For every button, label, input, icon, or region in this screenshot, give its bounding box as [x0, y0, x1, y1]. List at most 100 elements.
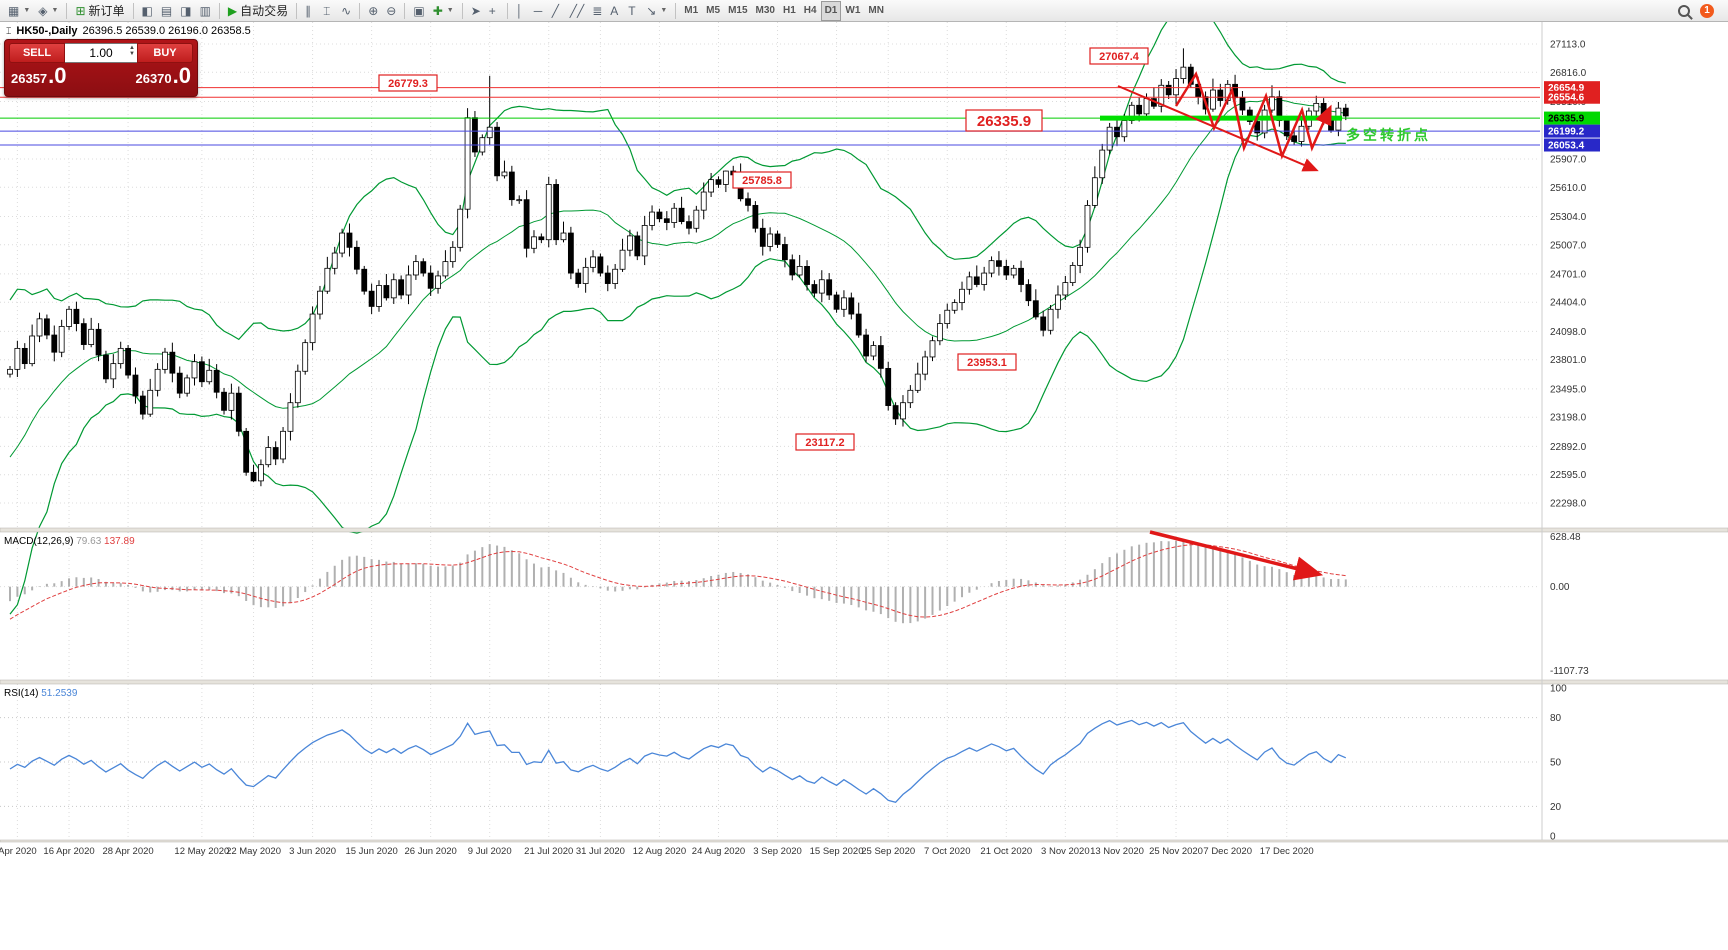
volume-spinner[interactable]: ▲ ▼ — [129, 45, 135, 57]
buy-price-big-digits: .0 — [172, 63, 191, 88]
data-window-button[interactable]: ▤ — [157, 1, 176, 21]
buy-price[interactable]: 26370.0 — [135, 63, 191, 88]
trend-line-button[interactable]: ╱ — [548, 1, 566, 21]
sell-price-main: 26357 — [11, 71, 48, 86]
price-chart[interactable]: 多空转折点 27067.4 26779.3 26335.9 25785.8 23953.1… — [0, 22, 1728, 950]
timeframe-m1-button[interactable]: M1 — [680, 1, 702, 21]
notification-badge[interactable]: 1 — [1700, 3, 1714, 18]
chart-area: 多空转折点 27067.4 26779.3 26335.9 25785.8 23953.1… — [0, 22, 1728, 950]
svg-text:25007.0: 25007.0 — [1550, 240, 1587, 251]
price-axis[interactable]: 27113.026816.026510.025907.025610.025304… — [1541, 22, 1600, 843]
line-chart-button[interactable]: ∿ — [337, 1, 355, 21]
timeframe-m1-label: M1 — [684, 5, 699, 16]
timeframe-h4-button[interactable]: H4 — [800, 1, 821, 21]
svg-text:22595.0: 22595.0 — [1550, 470, 1587, 481]
svg-text:23495.0: 23495.0 — [1550, 384, 1587, 395]
timeframe-d1-button[interactable]: D1 — [820, 0, 842, 21]
terminal-button[interactable]: ▥ — [196, 1, 215, 21]
svg-text:24701.0: 24701.0 — [1550, 269, 1587, 280]
panel-separators[interactable] — [0, 527, 1728, 843]
svg-text:7 Dec 2020: 7 Dec 2020 — [1203, 846, 1252, 857]
horizontal-line-button[interactable]: ─ — [530, 1, 548, 21]
callout-labels[interactable]: 27067.4 26779.3 26335.9 25785.8 23953.1 23117… — [378, 47, 1149, 451]
drawings-layer[interactable]: 多空转折点 — [1117, 71, 1431, 172]
fibonacci-icon: ≣ — [592, 3, 603, 18]
vertical-line-button[interactable]: │ — [512, 1, 530, 21]
sell-price[interactable]: 26357.0 — [11, 63, 67, 88]
horizontal-level-lines[interactable] — [0, 87, 1540, 146]
toolbar-right: 1 — [1678, 3, 1724, 18]
svg-text:23198.0: 23198.0 — [1550, 413, 1587, 424]
timeframe-m5-button[interactable]: M5 — [702, 1, 724, 21]
toolbar-separator — [675, 2, 677, 19]
timeframe-m30-button[interactable]: M30 — [752, 1, 779, 21]
svg-text:21 Oct 2020: 21 Oct 2020 — [980, 846, 1032, 857]
rsi-panel: RSI(14) 51.2539 — [0, 688, 1540, 807]
grid-layer — [0, 22, 1540, 840]
svg-text:22 May 2020: 22 May 2020 — [226, 846, 281, 857]
svg-text:26816.0: 26816.0 — [1550, 68, 1587, 79]
cursor-button[interactable]: ➤ — [467, 1, 485, 21]
zoom-out-button[interactable]: ⊖ — [382, 1, 400, 21]
svg-text:23117.2: 23117.2 — [805, 437, 844, 449]
svg-text:25304.0: 25304.0 — [1550, 212, 1587, 223]
candlestick-chart-button[interactable]: ⌶ — [319, 1, 337, 21]
new-chart-icon: ▦ — [8, 3, 20, 18]
svg-text:12 May 2020: 12 May 2020 — [174, 846, 229, 857]
timeframe-w1-button[interactable]: W1 — [841, 1, 864, 21]
tile-windows-button[interactable]: ▣ — [409, 1, 428, 21]
timeframe-m15-button[interactable]: M15 — [724, 1, 751, 21]
new-chart-button[interactable]: ▦ ▼ — [4, 1, 34, 21]
arrows-tool-button[interactable]: ↘ ▼ — [642, 1, 671, 21]
navigator-button[interactable]: ◨ — [176, 1, 195, 21]
svg-text:26335.9: 26335.9 — [1548, 114, 1585, 125]
volume-value: 1.00 — [89, 46, 113, 60]
svg-text:23953.1: 23953.1 — [967, 357, 1007, 369]
svg-text:26335.9: 26335.9 — [977, 113, 1031, 130]
chart-ohlc-values: 26396.5 26539.0 26196.0 26358.5 — [82, 25, 251, 37]
svg-text:25907.0: 25907.0 — [1550, 154, 1587, 165]
svg-text:27067.4: 27067.4 — [1099, 51, 1140, 63]
navigator-icon: ◨ — [180, 3, 192, 18]
text-icon: A — [610, 3, 619, 18]
bar-chart-button[interactable]: ∥ — [301, 1, 319, 21]
trade-panel-controls: SELL 1.00 ▲ ▼ BUY — [9, 43, 193, 63]
crosshair-button[interactable]: + — [485, 1, 503, 21]
svg-text:26 Jun 2020: 26 Jun 2020 — [405, 846, 457, 857]
text-button[interactable]: A — [606, 1, 624, 21]
svg-text:100: 100 — [1550, 684, 1567, 695]
svg-text:0: 0 — [1550, 832, 1556, 843]
svg-text:Apr 2020: Apr 2020 — [0, 846, 37, 857]
timeframe-w1-label: W1 — [845, 5, 861, 16]
text-label-button[interactable]: T — [624, 1, 642, 21]
svg-text:27113.0: 27113.0 — [1550, 40, 1586, 51]
indicators-add-button[interactable]: ✚ ▼ — [429, 1, 458, 21]
sell-button[interactable]: SELL — [9, 43, 65, 63]
new-order-button[interactable]: ⊞ 新订单 — [71, 1, 128, 21]
time-axis[interactable]: Apr 2020 16 Apr 2020 28 Apr 2020 12 May 202… — [0, 846, 1314, 857]
equidistant-channel-icon: ╱╱ — [569, 3, 585, 18]
trade-panel-prices: 26357.0 26370.0 — [9, 63, 193, 88]
volume-input[interactable]: 1.00 ▲ ▼ — [65, 43, 137, 63]
equidistant-channel-button[interactable]: ╱╱ — [566, 1, 588, 21]
zoom-in-button[interactable]: ⊕ — [364, 1, 382, 21]
cursor-icon: ➤ — [470, 3, 481, 18]
horizontal-line-icon: ─ — [533, 3, 543, 18]
svg-text:25 Nov 2020: 25 Nov 2020 — [1149, 846, 1203, 857]
timeframe-mn-button[interactable]: MN — [864, 1, 888, 21]
tile-windows-icon: ▣ — [413, 3, 425, 18]
buy-button[interactable]: BUY — [137, 43, 193, 63]
market-watch-button[interactable]: ◧ — [138, 1, 157, 21]
market-watch-icon: ◧ — [141, 3, 153, 18]
auto-trading-button[interactable]: ▶ 自动交易 — [224, 1, 292, 21]
chart-profiles-button[interactable]: ◈ ▼ — [34, 1, 62, 21]
timeframe-h1-button[interactable]: H1 — [779, 1, 800, 21]
candlestick-mini-icon: ⌶ — [6, 25, 12, 36]
sell-price-big-digits: .0 — [48, 63, 67, 88]
terminal-icon: ▥ — [199, 3, 211, 18]
toolbar-separator — [404, 2, 406, 19]
arrows-tool-icon: ↘ — [646, 3, 657, 18]
search-icon[interactable] — [1678, 4, 1690, 17]
fibonacci-button[interactable]: ≣ — [588, 1, 606, 21]
candles-layer — [7, 48, 1349, 487]
